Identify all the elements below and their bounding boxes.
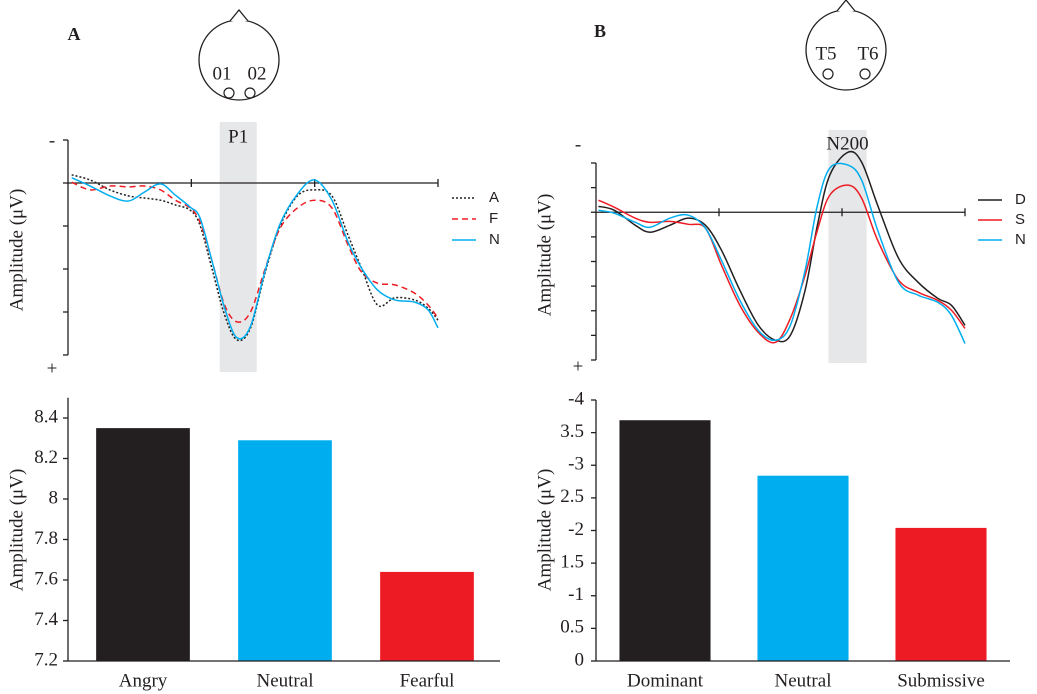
y-tick-label: 3.5 [560,421,584,442]
x-tick-label: Neutral [257,670,314,691]
y-tick-label: 8 [49,487,59,508]
y-axis-label: Amplitude (μV) [6,469,27,592]
legend-label: D [1015,191,1026,208]
y-tick-label: 2.5 [560,486,584,507]
waveform [598,150,966,343]
y-tick-label: 7.6 [34,568,58,589]
nose [229,8,249,22]
y-tick-label: -1 [568,584,584,605]
electrode [244,87,256,99]
waveform [598,162,966,344]
waveform [71,177,439,340]
y-tick-label: 8.2 [34,447,58,468]
y-top-sign: - [575,134,581,155]
y-top-sign: - [49,130,55,151]
y-tick-label: 7.8 [34,528,58,549]
bar [757,475,849,661]
legend-label: N [489,231,500,248]
legend-label: N [1015,231,1026,248]
y-tick-label: -4 [568,388,584,409]
x-tick-label: Dominant [627,670,704,691]
legend-label: S [1015,211,1025,228]
nose [836,0,856,12]
bar [380,571,474,661]
electrode-label: 01 [213,63,232,84]
highlight-band [828,130,867,363]
highlight-band [219,122,257,372]
bar [619,420,711,661]
y-bottom-sign: + [47,358,58,379]
highlight-label: N200 [826,133,868,154]
y-tick-label: -2 [568,519,584,540]
waveform [71,181,439,323]
x-tick-label: Neutral [775,670,832,691]
y-tick-label: -3 [568,454,584,475]
y-bottom-sign: + [573,356,584,377]
y-axis-label: Amplitude (μV) [6,189,27,312]
waveform [598,184,966,344]
bar [895,527,987,661]
panel-label: B [594,21,606,41]
legend-label: F [489,210,498,227]
electrode-label: T6 [857,43,878,64]
electrode [223,87,235,99]
y-tick-label: 8.4 [34,406,58,427]
bar [96,428,190,661]
electrode [822,68,834,80]
y-tick-label: 7.4 [34,609,58,630]
highlight-label: P1 [228,126,248,147]
legend-label: A [489,189,499,206]
y-tick-label: 1.5 [560,551,584,572]
x-tick-label: Fearful [400,670,455,691]
y-tick-label: 7.2 [34,649,58,670]
panel-label: A [68,24,81,44]
y-axis-label: Amplitude (μV) [534,194,555,317]
electrode-label: 02 [248,63,267,84]
electrode [859,68,871,80]
bar [238,440,332,661]
head [198,19,280,101]
y-tick-label: 0 [575,649,585,670]
electrode-label: T5 [815,43,836,64]
y-tick-label: 0.5 [560,617,584,638]
y-axis-label: Amplitude (μV) [534,469,555,592]
x-tick-label: Submissive [897,670,985,691]
x-tick-label: Angry [119,670,168,691]
